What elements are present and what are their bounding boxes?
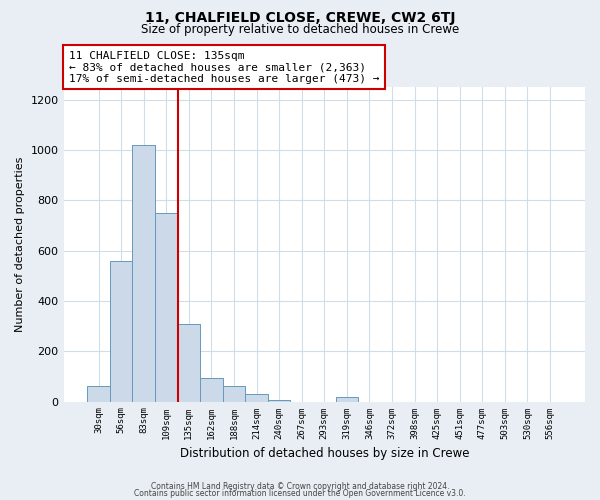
Bar (200, 378, 223, 402)
X-axis label: Distribution of detached houses by size in Crewe: Distribution of detached houses by size … (179, 447, 469, 460)
Text: 11 CHALFIELD CLOSE: 135sqm
← 83% of detached houses are smaller (2,363)
17% of s: 11 CHALFIELD CLOSE: 135sqm ← 83% of deta… (69, 50, 379, 84)
Bar (335, 396, 358, 402)
Bar (223, 386, 245, 402)
Text: Contains public sector information licensed under the Open Government Licence v3: Contains public sector information licen… (134, 490, 466, 498)
Bar (87, 386, 110, 402)
Text: 11, CHALFIELD CLOSE, CREWE, CW2 6TJ: 11, CHALFIELD CLOSE, CREWE, CW2 6TJ (145, 11, 455, 25)
Text: Contains HM Land Registry data © Crown copyright and database right 2024.: Contains HM Land Registry data © Crown c… (151, 482, 449, 491)
Bar (268, 400, 290, 402)
Bar (155, 213, 178, 402)
Bar (178, 324, 200, 402)
Bar (110, 260, 133, 402)
Text: Size of property relative to detached houses in Crewe: Size of property relative to detached ho… (141, 22, 459, 36)
Bar (133, 145, 155, 402)
Y-axis label: Number of detached properties: Number of detached properties (15, 156, 25, 332)
Bar (245, 394, 268, 402)
